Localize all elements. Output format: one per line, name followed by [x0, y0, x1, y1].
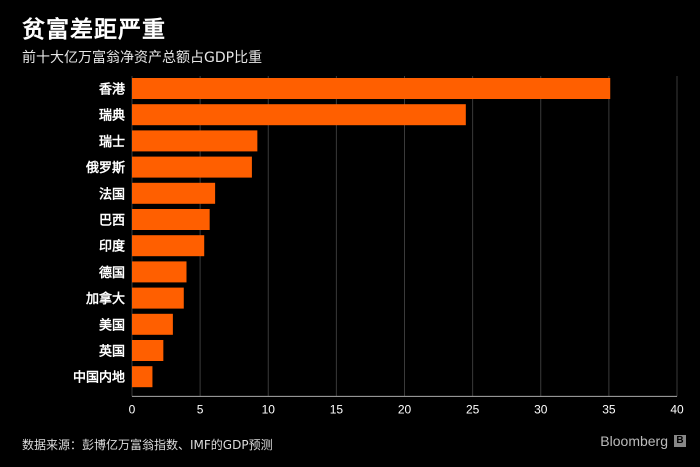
- x-tick-label: 15: [330, 402, 344, 416]
- x-tick-label: 20: [398, 402, 412, 416]
- bar: [132, 78, 611, 99]
- category-label: 加拿大: [85, 291, 125, 307]
- category-label: 瑞士: [99, 134, 125, 150]
- bar: [132, 313, 173, 335]
- bloomberg-mark-icon: B: [674, 435, 686, 447]
- x-tick-label: 35: [602, 402, 616, 416]
- bar: [132, 156, 252, 178]
- bar: [132, 130, 258, 152]
- chart-subtitle: 前十大亿万富翁净资产总额占GDP比重: [22, 50, 263, 66]
- category-label: 瑞典: [99, 108, 125, 124]
- bar: [132, 182, 216, 204]
- bar: [132, 366, 153, 388]
- category-label: 巴西: [99, 214, 125, 229]
- bar: [132, 261, 187, 283]
- bar: [132, 235, 205, 257]
- chart-title: 贫富差距严重: [22, 17, 166, 43]
- category-label: 印度: [99, 239, 126, 255]
- category-label: 德国: [99, 265, 125, 281]
- category-label: 俄罗斯: [85, 160, 125, 176]
- bloomberg-logo: Bloomberg: [600, 433, 668, 449]
- category-label: 英国: [98, 344, 125, 360]
- bar: [132, 340, 164, 361]
- bar: [132, 104, 466, 126]
- x-tick-label: 5: [197, 402, 204, 416]
- x-tick-label: 0: [129, 402, 136, 416]
- bar: [132, 287, 184, 309]
- category-label: 香港: [98, 82, 126, 98]
- category-label: 法国: [99, 186, 125, 202]
- x-tick-label: 30: [534, 402, 548, 416]
- brand-text: Bloomberg: [600, 433, 668, 449]
- category-label: 美国: [99, 317, 125, 333]
- x-tick-label: 40: [670, 402, 684, 416]
- category-label: 中国内地: [73, 370, 125, 386]
- bar: [132, 209, 210, 230]
- source-note: 数据来源：彭博亿万富翁指数、IMF的GDP预测: [22, 438, 273, 452]
- x-tick-label: 25: [466, 402, 480, 416]
- x-tick-label: 10: [262, 402, 276, 416]
